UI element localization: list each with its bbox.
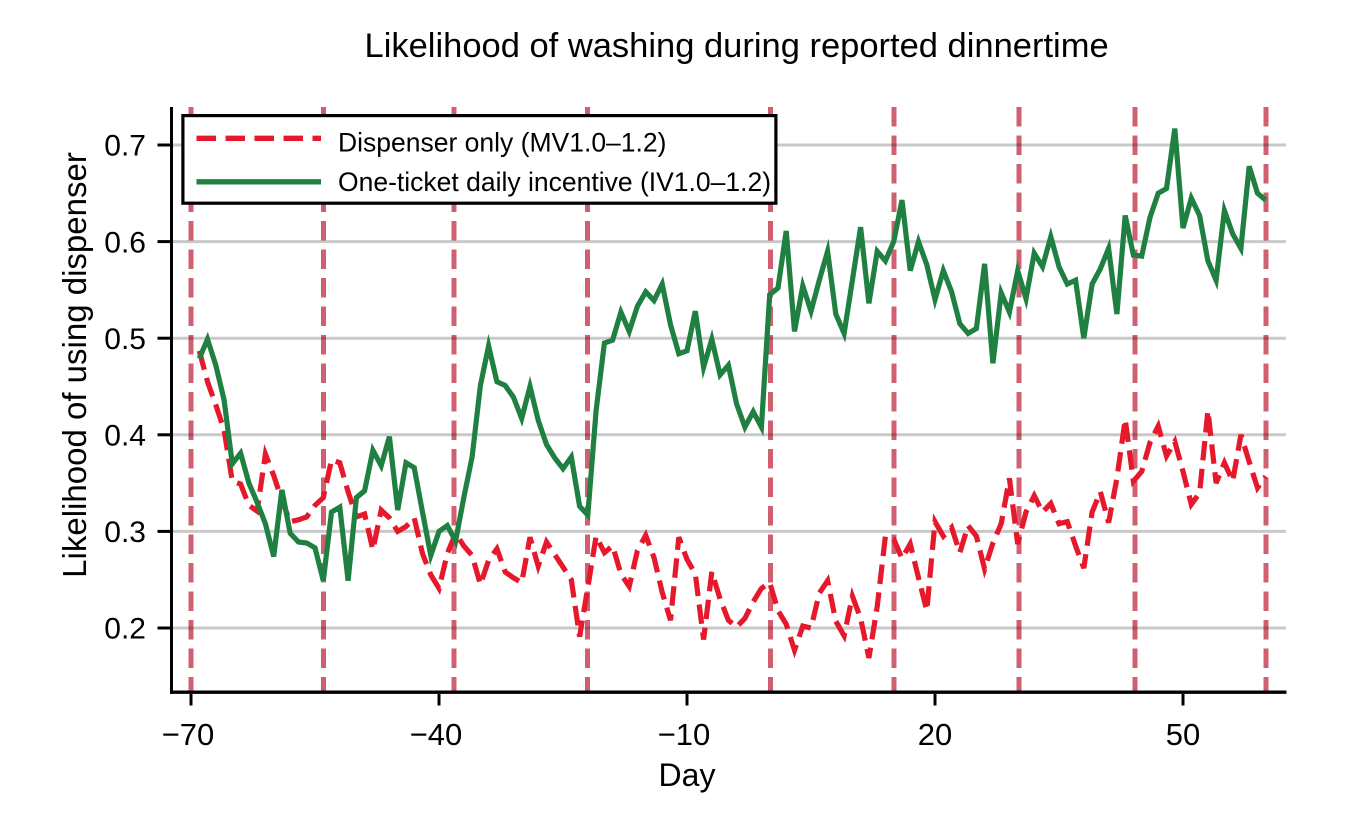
svg-text:20: 20 (918, 717, 952, 752)
svg-text:−10: −10 (658, 717, 711, 752)
svg-text:Likelihood of using dispenser: Likelihood of using dispenser (56, 152, 93, 578)
svg-text:0.7: 0.7 (104, 130, 146, 163)
svg-text:0.6: 0.6 (104, 226, 146, 259)
svg-text:−40: −40 (410, 717, 463, 752)
svg-text:Day: Day (659, 757, 716, 793)
svg-text:Likelihood of washing during r: Likelihood of washing during reported di… (365, 27, 1109, 65)
svg-text:50: 50 (1166, 717, 1200, 752)
svg-text:0.4: 0.4 (104, 420, 146, 453)
svg-text:Dispenser only (MV1.0–1.2): Dispenser only (MV1.0–1.2) (338, 128, 666, 158)
svg-text:0.3: 0.3 (104, 516, 146, 549)
svg-text:0.2: 0.2 (104, 613, 146, 646)
svg-text:0.5: 0.5 (104, 323, 146, 356)
svg-text:−70: −70 (162, 717, 215, 752)
svg-text:One-ticket daily incentive (IV: One-ticket daily incentive (IV1.0–1.2) (338, 167, 771, 197)
